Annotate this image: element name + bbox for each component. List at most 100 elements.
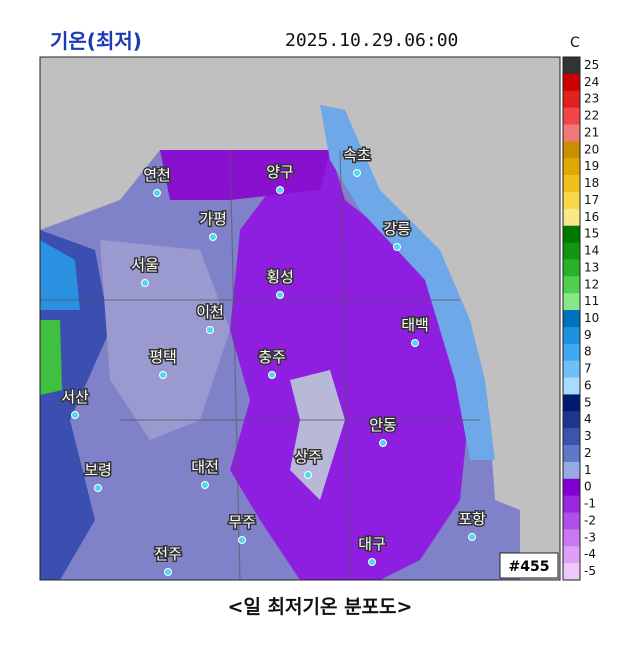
city-dot [206, 326, 214, 334]
colorbar-cell [563, 141, 580, 159]
colorbar-label: 16 [584, 210, 599, 224]
colorbar-label: 17 [584, 193, 599, 207]
colorbar-cell [563, 57, 580, 75]
city-label: 양구 [266, 163, 294, 181]
west-inland [100, 240, 230, 440]
city-label: 상주 [294, 448, 322, 466]
city-label: 보령 [84, 461, 112, 479]
colorbar-cell [563, 225, 580, 244]
colorbar-cell [563, 343, 580, 362]
colorbar-label: -3 [584, 530, 596, 544]
colorbar-label: -1 [584, 497, 596, 511]
colorbar-cell [563, 310, 580, 328]
colorbar-cell [563, 107, 580, 125]
city-dot [164, 568, 172, 576]
colorbar-cell [563, 191, 580, 210]
city-dot [71, 411, 79, 419]
colorbar-cell [563, 175, 580, 193]
colorbar-label: 5 [584, 395, 592, 409]
colorbar-cell [563, 73, 580, 92]
colorbar-cell [563, 394, 580, 412]
city-label: 강릉 [383, 220, 411, 238]
city-dot [468, 533, 476, 541]
colorbar-cell [563, 208, 580, 227]
boundaries [40, 149, 480, 581]
colorbar-cell [563, 512, 580, 530]
city-dot [94, 484, 102, 492]
colorbar-label: 7 [584, 362, 592, 376]
city-dot [238, 536, 246, 544]
colorbar-cell [563, 259, 580, 277]
city-label: 안동 [369, 416, 397, 434]
map: #455 [39, 56, 561, 581]
city-dot [209, 233, 217, 241]
colorbar-cell [563, 529, 580, 547]
colorbar-label: -4 [584, 547, 596, 561]
colorbar-label: 9 [584, 328, 592, 342]
city-label: 서울 [131, 256, 159, 274]
badge-box [499, 552, 559, 579]
city-label: 포항 [458, 510, 486, 528]
city-dot [268, 371, 276, 379]
colorbar-label: 11 [584, 294, 599, 308]
colorbar-label: 14 [584, 244, 599, 258]
colorbar-label: 4 [584, 412, 592, 426]
colorbar-label: 12 [584, 277, 599, 291]
city-label: 무주 [228, 513, 256, 531]
warm-islands [40, 320, 62, 395]
city-label: 속초 [343, 146, 371, 164]
colorbar-frame [562, 56, 581, 581]
colorbar-cell [563, 377, 580, 395]
map-frame [39, 56, 561, 581]
city-dot [393, 243, 401, 251]
west-coast [40, 230, 110, 580]
city-label: 충주 [258, 348, 286, 366]
colorbar-label: 23 [584, 92, 599, 106]
colorbar-cell [563, 495, 580, 514]
city-dot [201, 481, 209, 489]
colorbar-label: 19 [584, 159, 599, 173]
colorbar-label: 2 [584, 446, 592, 460]
colorbar-cell [563, 293, 580, 311]
colorbar-label: 13 [584, 260, 599, 274]
colorbar-label: 1 [584, 463, 592, 477]
colorbar-label: 18 [584, 176, 599, 190]
colorbar-cell [563, 461, 580, 480]
colorbar-label: -2 [584, 513, 596, 527]
east-coast [320, 105, 495, 460]
city-label: 가평 [199, 210, 227, 228]
city-label: 서산 [61, 388, 89, 406]
colorbar-label: 20 [584, 142, 599, 156]
colorbar-label: 15 [584, 227, 599, 241]
city-dot [353, 169, 361, 177]
city-label: 이천 [196, 303, 224, 321]
colorbar-cell [563, 242, 580, 260]
north-freezing [160, 150, 330, 200]
datetime: 2025.10.29.06:00 [285, 30, 458, 51]
colorbar-cell [563, 326, 580, 345]
colorbar-cell [563, 124, 580, 142]
colorbar-label: 3 [584, 429, 592, 443]
city-label: 평택 [149, 348, 177, 366]
colorbar-label: 8 [584, 345, 592, 359]
city-dot [276, 291, 284, 299]
city-label: 대전 [191, 458, 219, 476]
city-label: 횡성 [266, 268, 294, 286]
city-label: 대구 [358, 535, 386, 553]
legend-unit: C [570, 35, 580, 51]
colorbar-cell [563, 563, 580, 581]
colorbar-label: 24 [584, 75, 599, 89]
colorbar-cell [563, 411, 580, 429]
city-dot [304, 471, 312, 479]
colorbar-label: -5 [584, 564, 596, 578]
city-dot [141, 279, 149, 287]
colorbar-cell [563, 445, 580, 463]
colorbar-cell [563, 360, 580, 379]
city-dot [159, 371, 167, 379]
colorbar-cell [563, 90, 580, 109]
colorbar-label: 25 [584, 58, 599, 72]
city-dot [379, 439, 387, 447]
colorbar-cell [563, 546, 580, 564]
city-label: 전주 [154, 545, 182, 563]
